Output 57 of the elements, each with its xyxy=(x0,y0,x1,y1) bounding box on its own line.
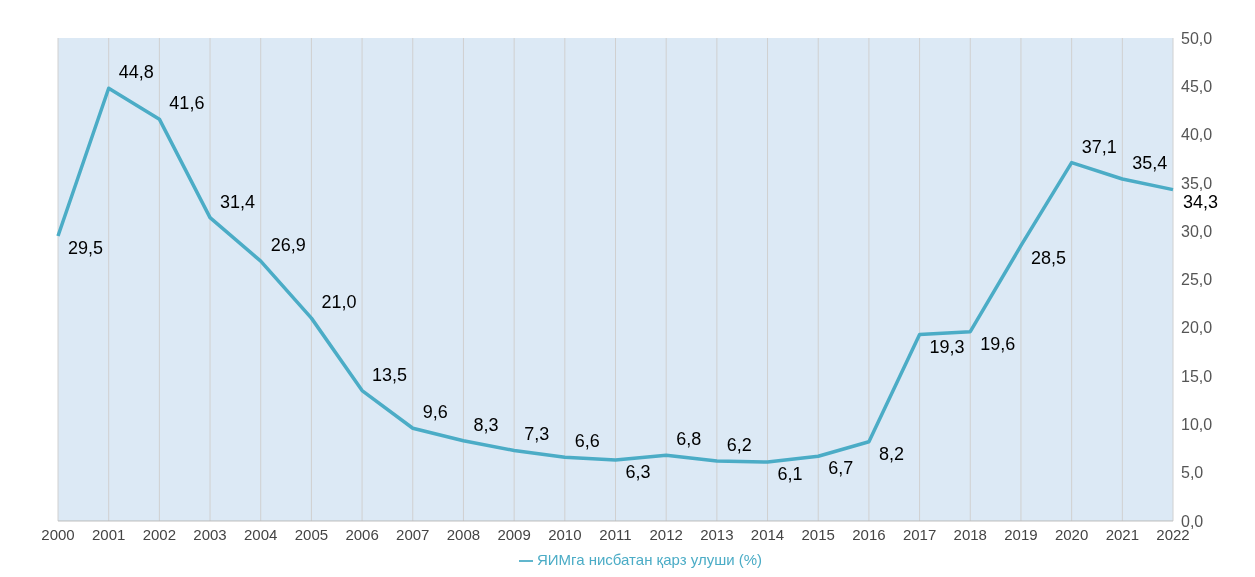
data-label: 44,8 xyxy=(118,62,154,83)
y-tick-label: 40,0 xyxy=(1181,126,1213,144)
x-tick-label: 2016 xyxy=(852,525,886,543)
x-tick-label: 2005 xyxy=(294,525,329,543)
x-tick-label: 2018 xyxy=(953,525,987,543)
data-label: 8,2 xyxy=(878,443,904,464)
x-tick-label: 2008 xyxy=(446,525,481,543)
x-tick-label: 2017 xyxy=(902,525,937,543)
y-tick-label: 20,0 xyxy=(1181,319,1213,337)
y-tick-label: 25,0 xyxy=(1181,271,1213,289)
data-label: 6,1 xyxy=(777,464,803,485)
legend-label: ЯИМга нисбатан қарз улуши (%) xyxy=(536,550,763,568)
data-label: 9,6 xyxy=(422,402,448,423)
y-tick-label: 0,0 xyxy=(1181,512,1204,530)
x-tick-label: 2015 xyxy=(801,525,835,543)
y-tick-label: 45,0 xyxy=(1181,77,1213,95)
y-tick-label: 30,0 xyxy=(1181,222,1213,240)
data-label: 8,3 xyxy=(473,414,499,435)
data-label: 13,5 xyxy=(372,364,408,385)
y-tick-label: 15,0 xyxy=(1181,367,1213,385)
data-label: 28,5 xyxy=(1030,247,1066,268)
y-tick-label: 10,0 xyxy=(1181,416,1213,434)
x-tick-label: 2002 xyxy=(142,525,177,543)
x-tick-label: 2019 xyxy=(1004,525,1038,543)
data-label: 6,6 xyxy=(574,431,600,452)
x-tick-label: 2021 xyxy=(1105,525,1140,543)
x-tick-label: 2007 xyxy=(396,525,430,543)
data-label: 7,3 xyxy=(524,424,550,445)
x-tick-label: 2009 xyxy=(497,525,531,543)
x-tick-label: 2014 xyxy=(750,525,785,543)
x-tick-label: 2001 xyxy=(91,525,126,543)
x-tick-label: 2013 xyxy=(700,525,734,543)
data-label: 19,6 xyxy=(980,333,1016,354)
data-label: 19,3 xyxy=(929,336,965,357)
y-tick-label: 35,0 xyxy=(1181,174,1213,192)
data-label: 6,3 xyxy=(625,462,651,483)
x-tick-label: 2006 xyxy=(345,525,379,543)
x-tick-label: 2012 xyxy=(649,525,683,543)
data-label: 29,5 xyxy=(68,238,104,259)
data-label: 31,4 xyxy=(220,191,256,212)
y-tick-label: 50,0 xyxy=(1181,29,1213,47)
data-label: 6,2 xyxy=(726,435,752,456)
x-tick-label: 2004 xyxy=(244,525,278,543)
x-tick-label: 2000 xyxy=(41,525,75,543)
data-label: 26,9 xyxy=(270,235,306,256)
x-tick-label: 2010 xyxy=(548,525,582,543)
data-label: 41,6 xyxy=(169,93,205,114)
data-label: 21,0 xyxy=(321,292,357,313)
y-tick-label: 5,0 xyxy=(1181,464,1204,482)
data-label: 34,3 xyxy=(1183,191,1219,212)
x-tick-label: 2020 xyxy=(1054,525,1089,543)
data-label: 6,7 xyxy=(828,458,854,479)
data-label: 37,1 xyxy=(1081,136,1117,157)
data-label: 6,8 xyxy=(676,429,702,450)
data-label: 35,4 xyxy=(1132,153,1168,174)
x-tick-label: 2003 xyxy=(193,525,227,543)
x-tick-label: 2011 xyxy=(599,525,632,543)
